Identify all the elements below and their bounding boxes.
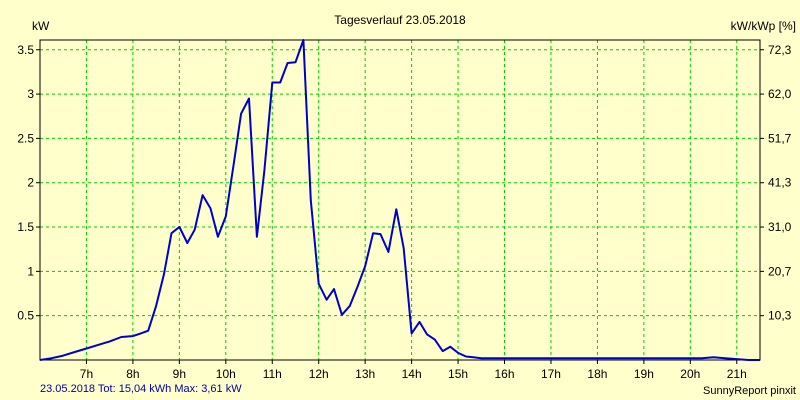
y2-axis-label: kW/kWp [%] <box>731 19 796 33</box>
x-tick-label: 18h <box>587 367 607 381</box>
x-tick-label: 16h <box>495 367 515 381</box>
x-tick-label: 9h <box>173 367 186 381</box>
x-tick-label: 15h <box>448 367 468 381</box>
x-tick-label: 14h <box>402 367 422 381</box>
x-tick-label: 21h <box>727 367 747 381</box>
y2-tick-label: 20,7 <box>768 264 792 278</box>
plot-frame <box>39 39 761 361</box>
chart-title: Tagesverlauf 23.05.2018 <box>334 13 466 27</box>
series-layer <box>39 39 760 361</box>
y2-tick-label: 62,0 <box>768 87 792 101</box>
footer-summary: 23.05.2018 Tot: 15,04 kWh Max: 3,61 kW <box>40 383 242 395</box>
footer-credit: SunnyReport pinxit <box>703 385 796 397</box>
y-tick-label: 1 <box>27 264 34 278</box>
y-tick-label: 3.5 <box>17 43 34 57</box>
y-axis-label: kW <box>32 19 50 33</box>
x-tick-label: 17h <box>541 367 561 381</box>
y-tick-label: 2 <box>27 176 34 190</box>
y-tick-label: 3 <box>27 87 34 101</box>
grid-layer <box>40 40 760 360</box>
y2-tick-label: 31,0 <box>768 220 792 234</box>
series-line-power <box>39 39 760 361</box>
x-tick-label: 8h <box>126 367 139 381</box>
ticks-layer: 7h 8h 9h 10h 11h 12h 13h 14h 15h 16h 17h 18h 19h 20h 2… <box>17 43 791 381</box>
x-tick-label: 13h <box>355 367 375 381</box>
x-tick-label: 20h <box>680 367 700 381</box>
y2-tick-label: 10,3 <box>768 309 792 323</box>
y-tick-label: 1.5 <box>17 220 34 234</box>
y2-tick-label: 41,3 <box>768 176 792 190</box>
y-tick-label: 0.5 <box>17 309 34 323</box>
x-tick-label: 11h <box>263 367 282 381</box>
x-tick-label: 10h <box>216 367 236 381</box>
x-tick-label: 12h <box>309 367 329 381</box>
x-tick-label: 19h <box>634 367 654 381</box>
y2-tick-label: 72,3 <box>768 43 792 57</box>
y-tick-label: 2.5 <box>17 131 34 145</box>
x-tick-label: 7h <box>80 367 93 381</box>
y2-tick-label: 51,7 <box>768 131 792 145</box>
